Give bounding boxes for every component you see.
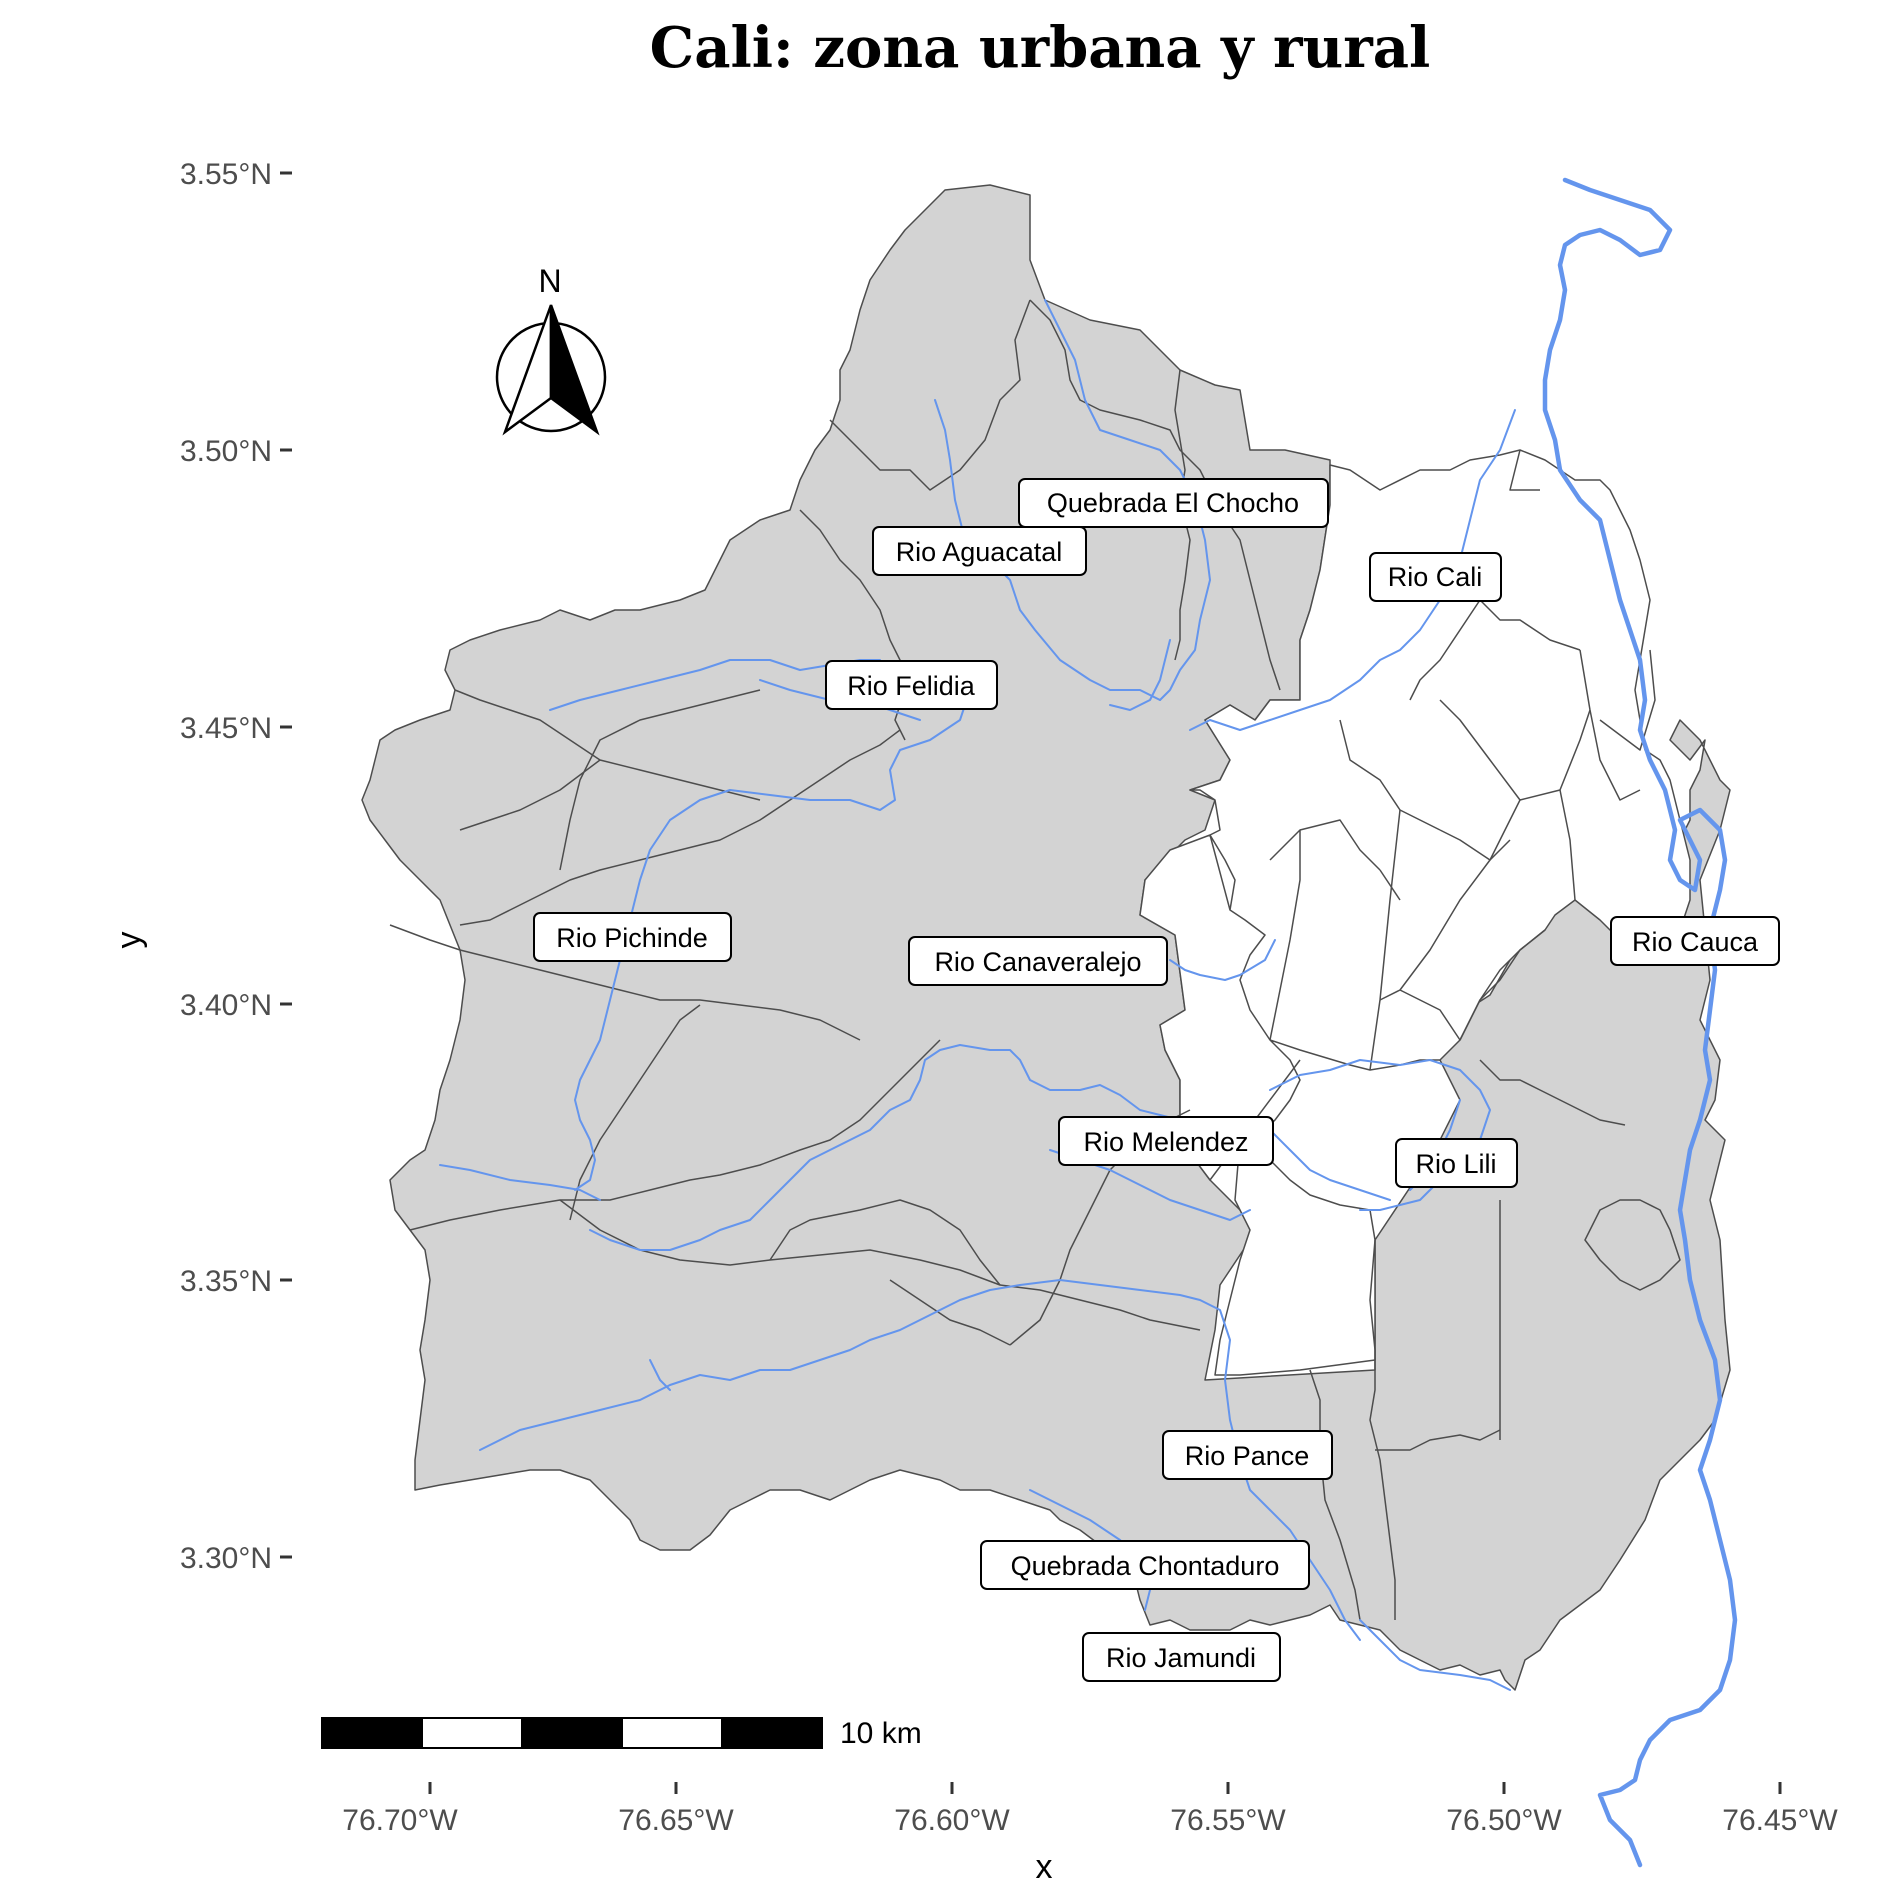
map-title: Cali: zona urbana y rural <box>650 15 1431 81</box>
y-tick-label: 3.45°N <box>180 712 272 745</box>
svg-text:Rio Pance: Rio Pance <box>1185 1441 1310 1471</box>
svg-text:Rio Melendez: Rio Melendez <box>1083 1127 1248 1157</box>
river-lili2-line <box>1269 1129 1391 1201</box>
svg-text:Rio Cauca: Rio Cauca <box>1632 927 1759 957</box>
y-tick-label: 3.40°N <box>180 989 272 1022</box>
svg-text:Rio Pichinde: Rio Pichinde <box>556 923 708 953</box>
y-axis: 3.55°N 3.50°N 3.45°N 3.40°N 3.35°N 3.30°… <box>110 158 292 1575</box>
river-label-felidia: Rio Felidia <box>825 660 998 710</box>
x-axis-title: x <box>1036 1848 1053 1886</box>
x-tick-label: 76.55°W <box>1170 1804 1286 1837</box>
svg-text:Rio Felidia: Rio Felidia <box>847 671 976 701</box>
river-melendez-line <box>589 1044 1201 1251</box>
x-tick-label: 76.45°W <box>1722 1804 1838 1837</box>
river-canaveralejo-line <box>1169 939 1276 981</box>
north-arrow-left <box>502 304 553 436</box>
river-cauca-line <box>1542 177 1738 1868</box>
river-pance-line <box>479 1279 1361 1641</box>
river-label-cauca: Rio Cauca <box>1610 916 1780 966</box>
rural-boundaries <box>389 299 1681 1621</box>
river-lili-line <box>1269 1059 1491 1211</box>
x-tick-label: 76.50°W <box>1446 1804 1562 1837</box>
svg-text:Rio Lili: Rio Lili <box>1415 1149 1496 1179</box>
river-cali-line <box>1189 409 1516 731</box>
x-axis: 76.70°W 76.65°W 76.60°W 76.55°W 76.50°W … <box>342 1782 1838 1886</box>
river-label-quebrada-el-chocho: Quebrada El Chocho <box>1018 478 1329 528</box>
river-chocho2-line <box>1109 639 1171 711</box>
svg-text:Rio Canaveralejo: Rio Canaveralejo <box>934 947 1141 977</box>
svg-text:Quebrada El Chocho: Quebrada El Chocho <box>1047 488 1299 518</box>
north-label: N <box>538 263 561 299</box>
north-arrow-right <box>549 304 600 436</box>
urban-boundaries <box>1239 449 1656 1141</box>
river-pance2-line <box>649 1359 671 1391</box>
svg-text:Rio Aguacatal: Rio Aguacatal <box>896 537 1063 567</box>
river-jamundi-line <box>1359 1619 1511 1691</box>
river-label-pance: Rio Pance <box>1162 1430 1333 1480</box>
river-label-aguacatal: Rio Aguacatal <box>872 526 1087 576</box>
river-pichinde-line <box>574 689 971 1191</box>
scale-bar: 10 km <box>321 1717 922 1750</box>
svg-text:Quebrada Chontaduro: Quebrada Chontaduro <box>1011 1551 1280 1581</box>
x-tick-label: 76.60°W <box>894 1804 1010 1837</box>
scale-bar-label: 10 km <box>840 1717 922 1750</box>
river-label-pichinde: Rio Pichinde <box>533 912 732 962</box>
y-tick-label: 3.30°N <box>180 1542 272 1575</box>
y-tick-label: 3.35°N <box>180 1265 272 1298</box>
y-tick-label: 3.50°N <box>180 435 272 468</box>
y-tick-label: 3.55°N <box>180 158 272 191</box>
river-label-cali: Rio Cali <box>1369 552 1502 602</box>
x-tick-label: 76.65°W <box>618 1804 734 1837</box>
river-label-canaveralejo: Rio Canaveralejo <box>908 936 1168 986</box>
x-tick-label: 76.70°W <box>342 1804 458 1837</box>
river-label-melendez: Rio Melendez <box>1058 1116 1274 1166</box>
svg-text:Rio Jamundi: Rio Jamundi <box>1106 1643 1256 1673</box>
north-arrow: N <box>495 263 607 436</box>
river-label-jamundi: Rio Jamundi <box>1082 1632 1281 1682</box>
river-label-lili: Rio Lili <box>1395 1138 1518 1188</box>
river-melendez2-line <box>439 1164 601 1201</box>
svg-text:Rio Cali: Rio Cali <box>1388 562 1483 592</box>
river-aguacatal-line <box>934 399 1161 701</box>
river-label-quebrada-chontaduro: Quebrada Chontaduro <box>980 1540 1310 1590</box>
y-axis-title: y <box>110 932 148 949</box>
river-labels: Quebrada El Chocho Rio Aguacatal Rio Cal… <box>533 478 1780 1682</box>
